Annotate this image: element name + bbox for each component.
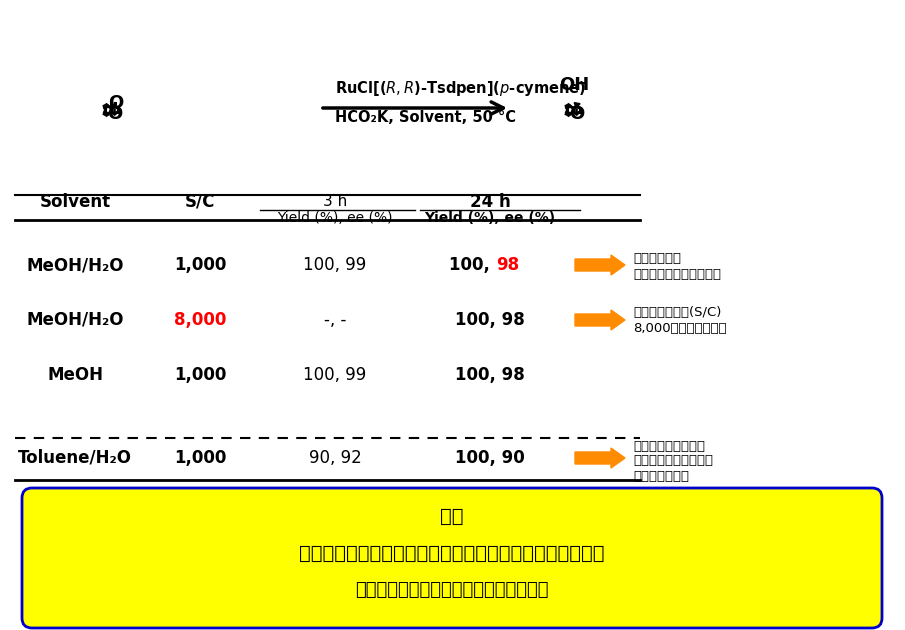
Text: Yield (%), ee (%): Yield (%), ee (%): [424, 211, 556, 225]
Text: 3 h: 3 h: [323, 195, 348, 210]
Text: トルエン／水系では: トルエン／水系では: [633, 440, 705, 452]
Text: 98: 98: [497, 256, 519, 274]
Text: -, -: -, -: [324, 311, 347, 329]
Text: 90, 92: 90, 92: [309, 449, 361, 467]
Polygon shape: [574, 103, 580, 106]
Text: Solvent: Solvent: [40, 193, 110, 211]
Text: 100, 98: 100, 98: [455, 311, 525, 329]
FancyArrow shape: [575, 448, 625, 468]
FancyArrow shape: [575, 310, 625, 330]
Text: RuCl[($\mathit{R,R}$)-Tsdpen]($\mathit{p}$-cymene): RuCl[($\mathit{R,R}$)-Tsdpen]($\mathit{p…: [335, 79, 586, 98]
Text: O: O: [108, 94, 123, 112]
Text: エナンチオ選択性を発現: エナンチオ選択性を発現: [633, 268, 721, 280]
Text: 8,000でも反応が完結: 8,000でも反応が完結: [633, 323, 727, 336]
Text: O: O: [107, 105, 122, 123]
Text: 簡単な操作で、高い反応性とエナンチオ選択性が得られる: 簡単な操作で、高い反応性とエナンチオ選択性が得られる: [300, 544, 605, 563]
Text: 高い反応性と: 高い反応性と: [633, 251, 681, 265]
Text: 100, 99: 100, 99: [303, 366, 367, 384]
Text: MeOH/H₂O: MeOH/H₂O: [26, 256, 124, 274]
Text: S/C: S/C: [185, 193, 215, 211]
Text: 1,000: 1,000: [174, 256, 226, 274]
Text: 100, 99: 100, 99: [303, 256, 367, 274]
FancyBboxPatch shape: [22, 488, 882, 628]
Text: O: O: [569, 105, 585, 123]
Text: 8,000: 8,000: [174, 311, 226, 329]
Text: 1,000: 1,000: [174, 366, 226, 384]
Text: 光学純度が低下: 光学純度が低下: [633, 469, 689, 483]
Text: 反応の経過とともに、: 反応の経過とともに、: [633, 454, 713, 467]
Text: 100, 90: 100, 90: [455, 449, 525, 467]
Text: HCO₂K, Solvent, 50 °C: HCO₂K, Solvent, 50 °C: [335, 110, 516, 125]
Text: MeOH: MeOH: [47, 366, 103, 384]
Text: 100,: 100,: [449, 256, 495, 274]
Text: MeOH/H₂O: MeOH/H₂O: [26, 311, 124, 329]
Text: Toluene/H₂O: Toluene/H₂O: [18, 449, 132, 467]
Text: 基質触媒モル比(S/C): 基質触媒モル比(S/C): [633, 307, 721, 319]
Text: Yield (%), ee (%): Yield (%), ee (%): [277, 211, 393, 225]
Text: 1,000: 1,000: [174, 449, 226, 467]
Text: メタノールのみを溶媒とすることも可能: メタノールのみを溶媒とすることも可能: [356, 581, 548, 599]
FancyArrow shape: [575, 255, 625, 275]
Text: OH: OH: [559, 76, 590, 94]
Text: 100, 98: 100, 98: [455, 366, 525, 384]
Text: 24 h: 24 h: [470, 193, 510, 211]
Text: 特徴: 特徴: [440, 507, 463, 525]
